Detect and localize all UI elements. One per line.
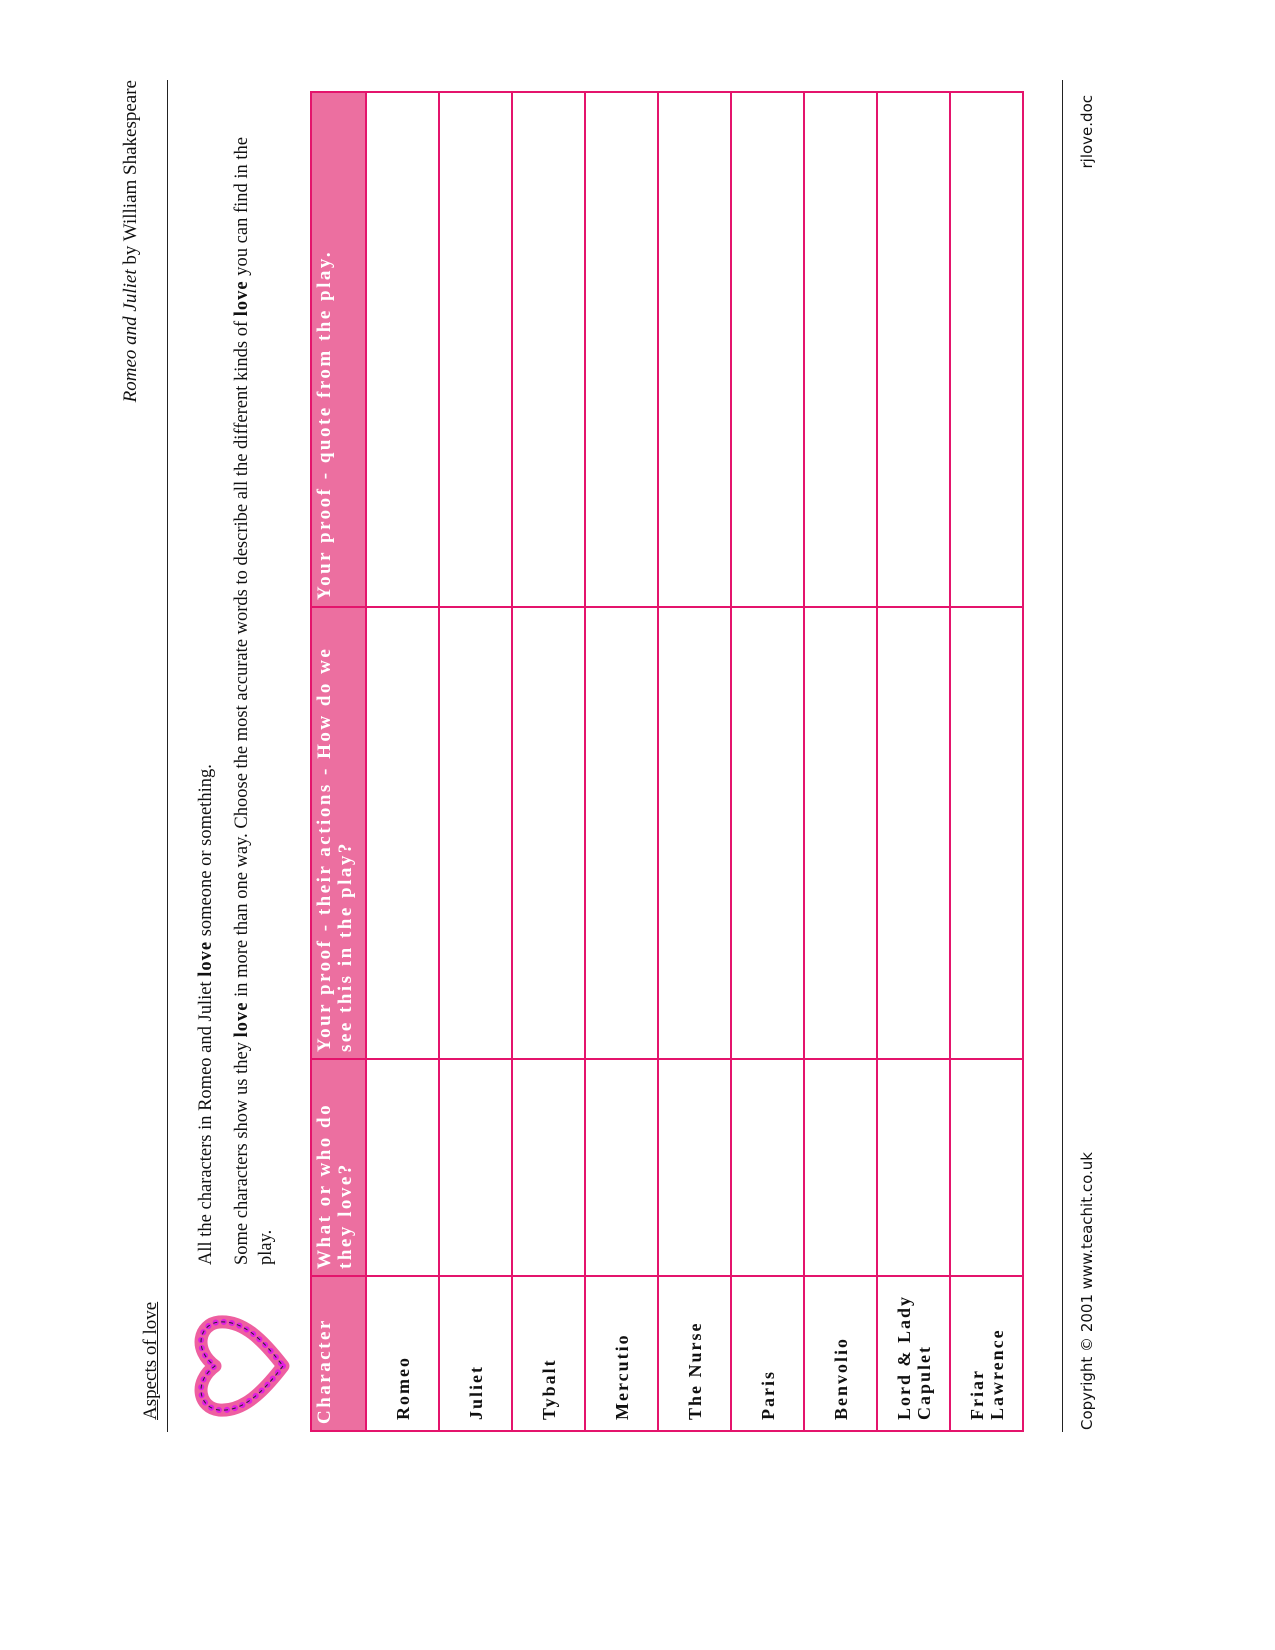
quote-cell[interactable] xyxy=(877,92,950,607)
heart-icon xyxy=(194,1315,290,1417)
actions-cell[interactable] xyxy=(731,607,804,1059)
header-row: Character What or who do they love? Your… xyxy=(311,92,366,1431)
love-table: Character What or who do they love? Your… xyxy=(310,91,1024,1432)
table-row: Lord & Lady Capulet xyxy=(877,92,950,1431)
character-name: Friar Lawrence xyxy=(950,1276,1023,1431)
play-title: Romeo and Juliet by William Shakespeare xyxy=(120,80,142,460)
table-row: Juliet xyxy=(439,92,512,1431)
emphasis: love xyxy=(232,280,252,317)
table-row: Mercutio xyxy=(585,92,658,1431)
actions-cell[interactable] xyxy=(585,607,658,1059)
love-cell[interactable] xyxy=(950,1059,1023,1276)
table-row: Paris xyxy=(731,92,804,1431)
header-rule xyxy=(167,80,168,1432)
text: in more than one way. Choose the most ac… xyxy=(232,316,252,1002)
table-row: Tybalt xyxy=(512,92,585,1431)
love-cell[interactable] xyxy=(658,1059,731,1276)
emphasis: love xyxy=(196,940,216,977)
table-row: The Nurse xyxy=(658,92,731,1431)
col-header-quote-proof: Your proof - quote from the play. xyxy=(311,92,366,607)
actions-cell[interactable] xyxy=(950,607,1023,1059)
quote-cell[interactable] xyxy=(950,92,1023,607)
copyright: Copyright © 2001 www.teachit.co.uk xyxy=(1078,1152,1096,1430)
character-name: Lord & Lady Capulet xyxy=(877,1276,950,1431)
file-name: rjlove.doc xyxy=(1078,95,1096,169)
actions-cell[interactable] xyxy=(512,607,585,1059)
text: Some characters show us they xyxy=(232,1037,252,1265)
instructions: All the characters in Romeo and Juliet l… xyxy=(194,115,290,1265)
actions-cell[interactable] xyxy=(658,607,731,1059)
play-author: by William Shakespeare xyxy=(120,80,141,270)
love-cell[interactable] xyxy=(731,1059,804,1276)
character-name: Tybalt xyxy=(512,1276,585,1431)
text: All the characters in Romeo and Juliet xyxy=(196,976,216,1265)
col-header-what-they-love: What or who do they love? xyxy=(311,1059,366,1276)
character-name: Juliet xyxy=(439,1276,512,1431)
actions-cell[interactable] xyxy=(439,607,512,1059)
quote-cell[interactable] xyxy=(439,92,512,607)
character-name: Benvolio xyxy=(804,1276,877,1431)
love-cell[interactable] xyxy=(366,1059,439,1276)
footer-rule xyxy=(1062,80,1063,1432)
col-header-character: Character xyxy=(311,1276,366,1431)
quote-cell[interactable] xyxy=(731,92,804,607)
actions-cell[interactable] xyxy=(804,607,877,1059)
love-cell[interactable] xyxy=(877,1059,950,1276)
quote-cell[interactable] xyxy=(512,92,585,607)
quote-cell[interactable] xyxy=(585,92,658,607)
actions-cell[interactable] xyxy=(877,607,950,1059)
table-row: Friar Lawrence xyxy=(950,92,1023,1431)
text: someone or something. xyxy=(196,764,216,941)
emphasis: love xyxy=(232,1001,252,1038)
love-cell[interactable] xyxy=(585,1059,658,1276)
quote-cell[interactable] xyxy=(366,92,439,607)
table-row: Benvolio xyxy=(804,92,877,1431)
play-name: Romeo and Juliet xyxy=(120,269,141,403)
character-name: Romeo xyxy=(366,1276,439,1431)
actions-cell[interactable] xyxy=(366,607,439,1059)
intro-line: All the characters in Romeo and Juliet l… xyxy=(194,115,218,1265)
quote-cell[interactable] xyxy=(804,92,877,607)
task-line: Some characters show us they love in mor… xyxy=(230,115,278,1265)
col-header-actions-proof: Your proof - their actions - How do we s… xyxy=(311,607,366,1059)
character-name: Paris xyxy=(731,1276,804,1431)
love-cell[interactable] xyxy=(804,1059,877,1276)
quote-cell[interactable] xyxy=(658,92,731,607)
worksheet-title: Aspects of love xyxy=(140,1301,161,1420)
character-name: Mercutio xyxy=(585,1276,658,1431)
love-cell[interactable] xyxy=(512,1059,585,1276)
character-name: The Nurse xyxy=(658,1276,731,1431)
table-row: Romeo xyxy=(366,92,439,1431)
love-cell[interactable] xyxy=(439,1059,512,1276)
